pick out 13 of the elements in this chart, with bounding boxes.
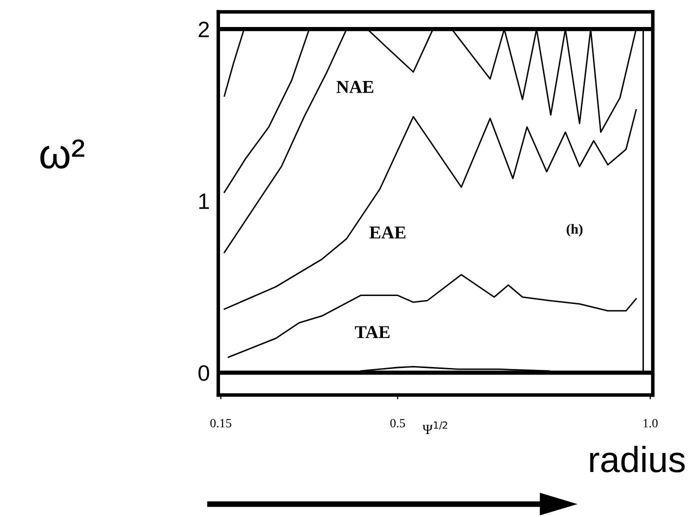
x-tick-label: 0.5: [390, 418, 405, 428]
annotation: (h): [566, 224, 582, 237]
y-axis-title: ω²: [40, 139, 84, 169]
x-tick-label: 0.15: [210, 418, 232, 428]
y-tick-label: 1: [199, 194, 209, 209]
y-tick-label: 2: [198, 22, 209, 38]
y-tick-label: 0: [198, 365, 210, 381]
x-axis-title: Ψ$^{1/2}$: [422, 421, 448, 434]
annotation: TAE: [354, 326, 390, 338]
x-tick-label: 1.0: [644, 418, 658, 428]
annotation: NAE: [336, 80, 374, 93]
annotation: EAE: [370, 226, 406, 238]
text: radius: [590, 446, 685, 472]
